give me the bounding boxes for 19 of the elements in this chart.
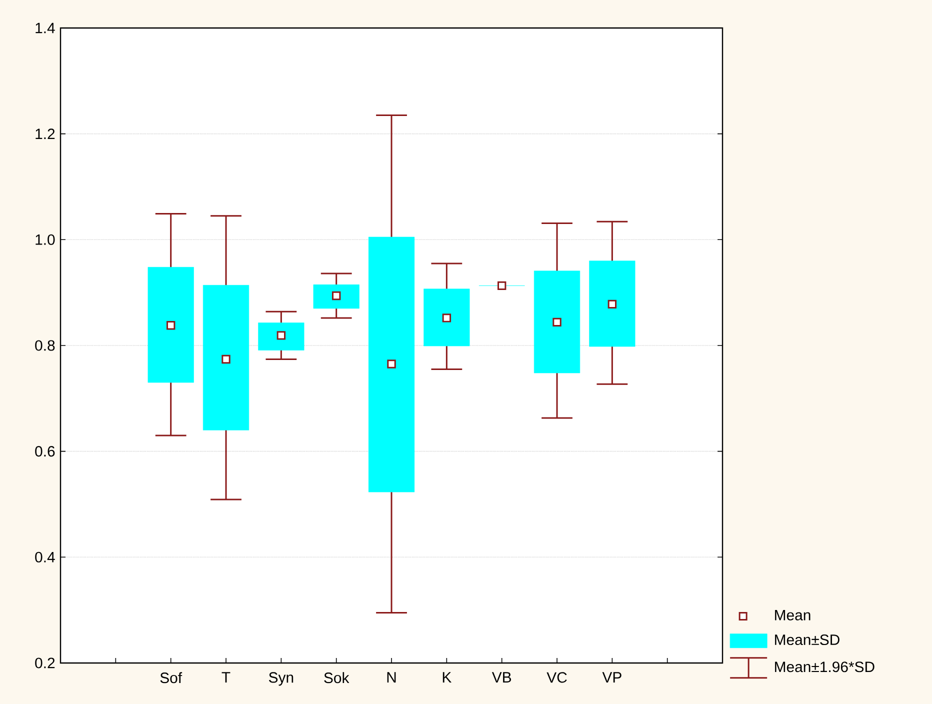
x-tick-label: N (387, 672, 396, 682)
x-tick-label: T (222, 672, 230, 682)
y-tick-label: 1.2 (36, 128, 55, 140)
x-tick-label: Sof (160, 672, 182, 684)
y-tick-label: 1.0 (36, 234, 55, 245)
y-tick-label: 1.4 (36, 22, 55, 34)
y-tick-label: 0.6 (35, 446, 55, 457)
y-tick-label: 0.8 (35, 340, 55, 351)
x-tick-label: K (442, 672, 452, 682)
text: Mean (775, 610, 810, 620)
x-tick-label: VP (602, 672, 622, 682)
x-tick-label: VB (492, 672, 512, 682)
x-tick-label: Sok (324, 672, 350, 684)
x-tick-label: VC (546, 672, 567, 683)
text: Mean±SD (775, 634, 840, 646)
y-tick-label: 0.4 (35, 552, 55, 562)
x-tick-label: Syn (268, 672, 294, 686)
y-tick-label: 0.2 (35, 658, 55, 668)
text: Mean±1.96*SD (775, 662, 874, 672)
